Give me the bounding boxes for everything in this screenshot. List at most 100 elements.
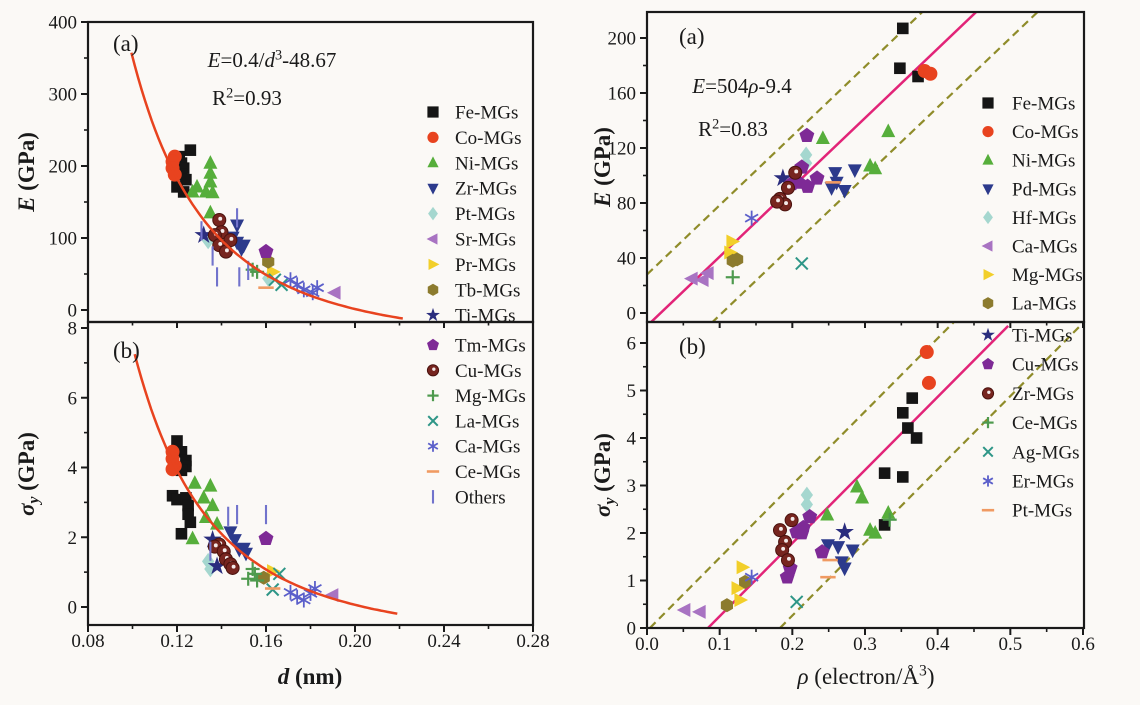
tri-left-marker: [694, 273, 709, 287]
confidence-band-line: [649, 322, 956, 628]
tri-left-marker: [684, 271, 698, 286]
legend-label: Ca-MGs: [1012, 237, 1077, 258]
legend-item-Ca-MGs: Ca-MGs: [981, 237, 1077, 258]
series-Ag-MGs: [790, 595, 804, 609]
pentagon-marker: [258, 530, 274, 545]
panel-label: (a): [679, 24, 705, 49]
tri-down-marker: [845, 544, 860, 559]
sphere-marker: [212, 213, 227, 227]
square-marker: [427, 106, 439, 118]
series-Fe-MGs: [166, 435, 197, 540]
legend-item-Fe-MGs: Fe-MGs: [427, 103, 518, 124]
legend-item-Ni-MGs: Ni-MGs: [427, 153, 518, 174]
fit-curve: [130, 52, 403, 320]
sphere-marker: [772, 523, 787, 538]
square-marker: [180, 173, 192, 186]
legend-item-Mg-MGs: Mg-MGs: [427, 386, 526, 407]
series-Pt-MGs: [820, 558, 838, 579]
pentagon-marker: [427, 338, 439, 351]
series-Ni-MGs: [185, 155, 220, 219]
tri-right-marker: [983, 269, 995, 281]
square-marker: [180, 454, 192, 467]
series-Tm-MGs: [258, 243, 274, 259]
hexagon-marker: [726, 253, 739, 268]
diamond-marker: [800, 496, 814, 513]
y-tick-label: 6: [68, 388, 78, 409]
y-tick-label: 0: [68, 598, 78, 619]
circle-marker: [923, 66, 938, 81]
fit-curve: [133, 353, 398, 615]
series-Ce-MGs: [725, 270, 740, 285]
legend-label: Cu-MGs: [455, 361, 522, 382]
hexagon-marker: [262, 254, 275, 269]
left-panel-a: 0 100 200 300 400 (a) E (GPa) E=0.4/d3-48.67 R2=…: [14, 13, 535, 324]
series-Ni-MGs: [815, 123, 896, 175]
square-marker: [171, 181, 183, 193]
square-marker: [894, 62, 906, 75]
y-tick-label: 8: [68, 319, 78, 340]
series-Pr-MGs: [267, 564, 281, 579]
series-Ti-MGs: [835, 522, 854, 540]
square-marker: [896, 22, 909, 35]
tri-down-marker: [824, 182, 839, 196]
series-Ti-MGs: [773, 168, 793, 187]
legend-item-Co-MGs: Co-MGs: [982, 122, 1079, 143]
legend-label: Mg-MGs: [455, 386, 526, 407]
tri-down-marker: [234, 243, 249, 257]
legend-label: Ni-MGs: [455, 153, 518, 174]
fit-lines: [130, 52, 403, 320]
y-tick-label: 0: [68, 301, 78, 322]
plus-marker: [725, 270, 740, 285]
circle-marker: [982, 126, 994, 138]
y-tick-label: 1: [627, 571, 637, 592]
sphere-marker: [784, 513, 799, 528]
square-marker: [175, 446, 188, 458]
fit-equation: R2=0.83: [698, 116, 768, 141]
square-marker: [175, 527, 188, 540]
x-tick-label: 0.0: [635, 634, 659, 655]
series-Er-MGs: [744, 210, 759, 226]
y-tick-label: 5: [627, 381, 637, 402]
x-tick-label: 0.5: [998, 634, 1022, 655]
legend-item-Tm-MGs: Tm-MGs: [427, 336, 526, 357]
legend-label: Ti-MGs: [455, 306, 516, 327]
legend-label: Tb-MGs: [455, 280, 520, 301]
pentagon-marker: [258, 243, 274, 259]
square-marker: [171, 493, 183, 506]
x-axis-title: ρ (electron/Å3): [796, 663, 934, 689]
tri-up-marker: [185, 183, 200, 198]
square-marker: [902, 422, 914, 434]
legend-label: Pr-MGs: [455, 255, 516, 276]
asterisk-marker: [310, 280, 325, 296]
square-marker: [171, 435, 183, 447]
tri-up-marker: [868, 524, 883, 539]
star-marker: [426, 307, 440, 322]
legend-item-Mg-MGs: Mg-MGs: [983, 265, 1083, 286]
x-tick-label: 0.24: [427, 631, 461, 652]
legend-label: Ni-MGs: [1012, 151, 1075, 172]
star-marker: [207, 556, 227, 575]
sphere-marker: [981, 387, 995, 400]
tri-up-marker: [982, 153, 994, 165]
legend-item-Ag-MGs: Ag-MGs: [982, 442, 1080, 463]
square-marker: [910, 432, 923, 444]
x-marker: [427, 415, 439, 427]
square-marker: [184, 516, 197, 529]
sphere-marker: [788, 165, 803, 180]
series-Ti-MGs: [194, 225, 213, 244]
series-Pd-MGs: [820, 539, 860, 577]
series-Ag-MGs: [795, 256, 809, 271]
tri-right-marker: [428, 258, 440, 270]
square-marker: [896, 407, 909, 419]
legend-label: Er-MGs: [1012, 472, 1074, 493]
plus-marker: [882, 512, 897, 527]
tri-up-marker: [863, 157, 878, 172]
fit-equation: R2=0.93: [212, 85, 282, 110]
y-tick-label: 80: [617, 194, 636, 215]
x-tick-label: 0.16: [249, 631, 282, 652]
sphere-marker: [225, 560, 240, 575]
tri-up-marker: [187, 475, 202, 489]
star-marker: [773, 168, 793, 187]
legend-item-Er-MGs: Er-MGs: [982, 472, 1074, 493]
square-marker: [182, 508, 194, 521]
